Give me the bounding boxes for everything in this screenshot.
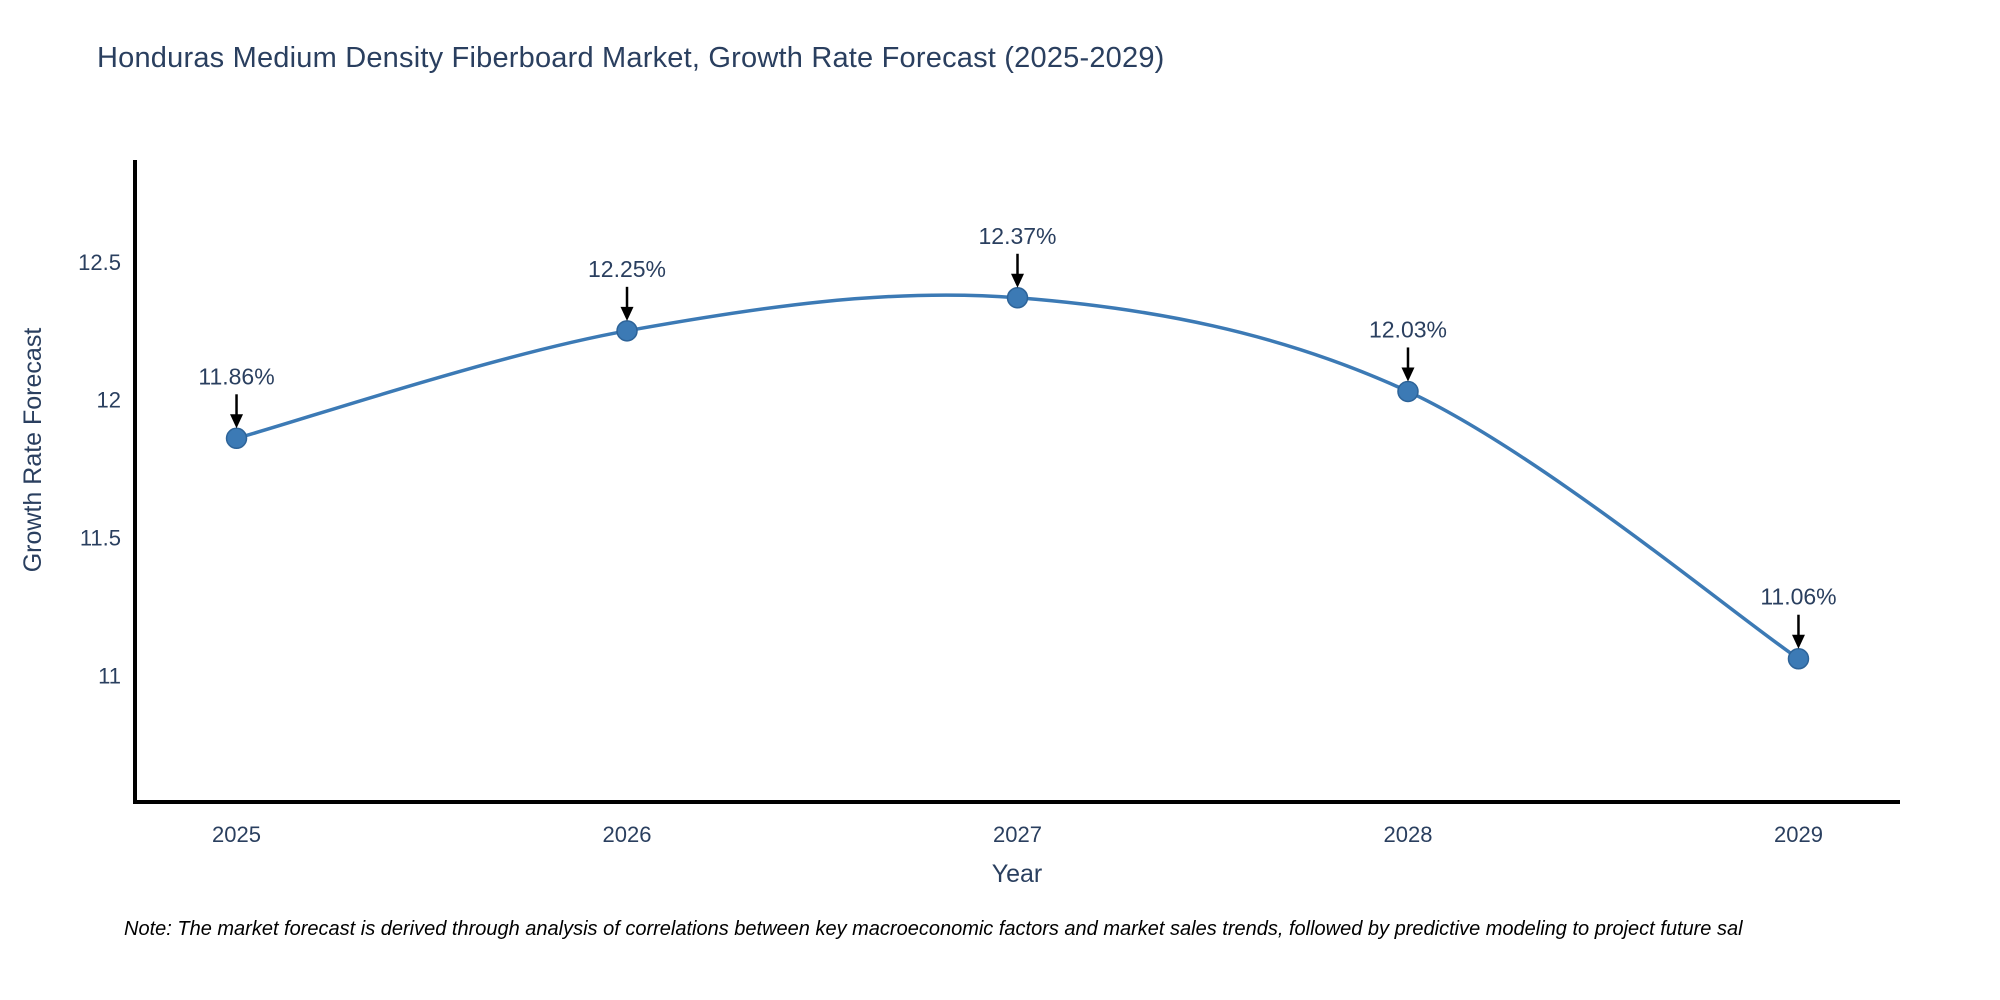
annotation-label: 12.25%	[588, 256, 666, 282]
data-point-marker	[1397, 380, 1419, 403]
data-point-marker	[1787, 647, 1810, 670]
x-tick-label: 2028	[1384, 822, 1433, 847]
x-tick-label: 2026	[603, 822, 652, 847]
annotation-arrowhead	[1401, 367, 1415, 382]
chart-title: Honduras Medium Density Fiberboard Marke…	[97, 42, 1165, 74]
x-tick-label: 2027	[993, 822, 1042, 847]
annotation-arrowhead	[620, 306, 634, 321]
annotation-label: 11.86%	[198, 363, 274, 389]
y-tick-label: 11.5	[80, 525, 121, 550]
series-line	[234, 293, 1801, 661]
data-point-marker	[616, 320, 638, 342]
y-tick-label: 12.5	[78, 250, 121, 275]
data-point-marker	[1006, 287, 1029, 309]
chart-footnote: Note: The market forecast is derived thr…	[124, 918, 1743, 940]
y-tick-label: 11	[98, 663, 121, 688]
y-tick-label: 12	[97, 388, 121, 413]
annotation-arrowhead	[1011, 273, 1024, 288]
data-point-marker	[225, 427, 248, 450]
annotation-arrowhead	[230, 414, 244, 429]
annotation-label: 12.37%	[978, 223, 1056, 249]
x-tick-label: 2025	[212, 822, 261, 847]
x-axis-title: Year	[991, 860, 1043, 888]
x-tick-label: 2029	[1774, 822, 1823, 847]
annotation-arrowhead	[1791, 634, 1805, 649]
annotation-label: 11.06%	[1760, 584, 1836, 610]
y-axis-title: Growth Rate Forecast	[19, 327, 47, 573]
annotation-label: 12.03%	[1369, 316, 1447, 342]
